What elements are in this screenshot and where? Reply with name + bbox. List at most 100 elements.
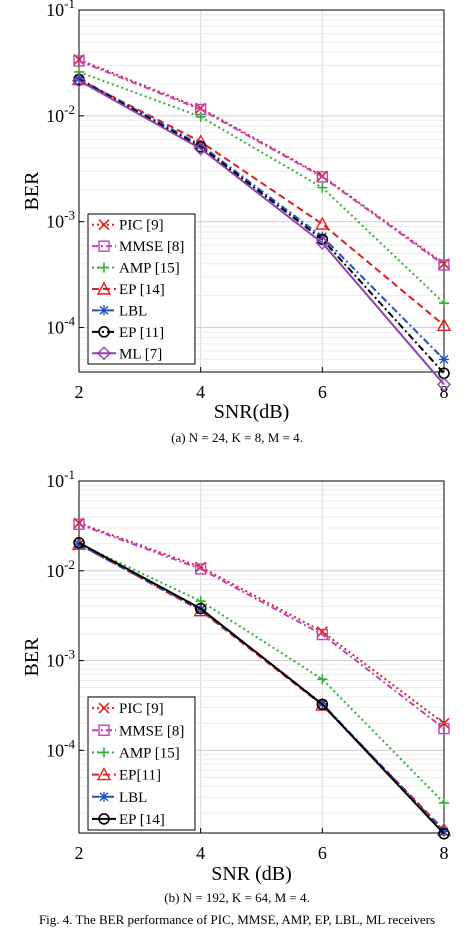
legend-entry: EP [11] bbox=[92, 325, 164, 341]
data-point-marker bbox=[194, 563, 207, 575]
data-point-marker bbox=[438, 259, 450, 271]
legend-entry: LBL bbox=[92, 303, 147, 319]
series-line bbox=[78, 541, 445, 835]
legend-entry: AMP [15] bbox=[92, 261, 180, 277]
y-tick-label: 10-4 bbox=[46, 736, 75, 760]
y-tick-label: 10-4 bbox=[46, 314, 75, 338]
data-point-marker bbox=[317, 182, 328, 193]
y-tick-label: 10-3 bbox=[46, 208, 75, 232]
data-point-marker bbox=[96, 767, 112, 781]
legend-label: EP [14] bbox=[119, 282, 165, 298]
series-line bbox=[78, 70, 445, 304]
x-tick-label: 4 bbox=[196, 843, 205, 863]
data-point-marker bbox=[98, 219, 110, 231]
y-axis-label: BER bbox=[21, 171, 43, 211]
legend-label: EP [14] bbox=[119, 812, 165, 828]
data-point-marker bbox=[439, 354, 449, 365]
data-point-marker bbox=[99, 262, 109, 273]
legend-label: AMP [15] bbox=[119, 261, 180, 277]
series-ml-7- bbox=[72, 73, 451, 392]
data-point-marker bbox=[98, 702, 110, 714]
x-tick-label: 2 bbox=[75, 843, 84, 863]
chart-panel-b: 10-4 10-3 10-2 10-1 2 4 6 8 SNR (dB) BER PIC [9] MM… bbox=[21, 467, 452, 905]
legend-entry: PIC [9] bbox=[92, 701, 164, 717]
svg-text:10-1: 10-1 bbox=[46, 467, 75, 491]
legend-label: MMSE [8] bbox=[119, 723, 184, 739]
x-tick-label: 6 bbox=[318, 382, 327, 402]
data-point-marker bbox=[98, 240, 110, 252]
legend-label: EP [11] bbox=[119, 325, 164, 341]
y-tick-label: 10-2 bbox=[46, 557, 75, 581]
legend-entry: MMSE [8] bbox=[92, 239, 184, 255]
series-line bbox=[78, 542, 445, 804]
panel-caption: (a) N = 24, K = 8, M = 4. bbox=[171, 430, 303, 445]
data-point-marker bbox=[316, 171, 329, 183]
series-mmse-8- bbox=[73, 518, 450, 735]
x-tick-label: 8 bbox=[440, 843, 449, 863]
y-tick-label: 10-1 bbox=[46, 467, 75, 491]
legend-label: PIC [9] bbox=[119, 218, 164, 234]
y-axis-label: BER bbox=[21, 637, 43, 677]
series-line bbox=[78, 78, 445, 327]
data-point-marker bbox=[195, 140, 206, 151]
series-line bbox=[78, 78, 445, 374]
figure-caption-bottom: Fig. 4. The BER performance of PIC, MMSE… bbox=[38, 912, 436, 927]
svg-text:10-2: 10-2 bbox=[46, 102, 75, 126]
axes-frame bbox=[78, 9, 445, 373]
svg-text:10-3: 10-3 bbox=[46, 208, 75, 232]
y-tick-label: 10-3 bbox=[46, 647, 75, 671]
data-point-marker bbox=[438, 722, 450, 735]
data-point-marker bbox=[97, 346, 111, 361]
data-point-marker bbox=[98, 326, 110, 338]
x-tick-label: 8 bbox=[440, 382, 449, 402]
x-tick-label: 6 bbox=[318, 843, 327, 863]
data-point-marker bbox=[316, 626, 328, 638]
data-point-marker bbox=[439, 826, 449, 837]
series-ep-14- bbox=[73, 537, 450, 840]
data-point-marker bbox=[74, 539, 84, 550]
data-point-marker bbox=[72, 73, 86, 88]
data-point-marker bbox=[99, 305, 109, 316]
data-point-marker bbox=[73, 537, 85, 549]
x-tick-label: 4 bbox=[196, 382, 205, 402]
data-point-marker bbox=[316, 698, 329, 711]
data-point-marker bbox=[439, 298, 449, 309]
x-axis-label: SNR (dB) bbox=[211, 863, 292, 885]
data-point-marker bbox=[99, 747, 109, 758]
legend-entry: LBL bbox=[92, 790, 147, 806]
data-point-marker bbox=[73, 55, 85, 67]
data-point-marker bbox=[98, 813, 110, 825]
series-amp-15- bbox=[74, 66, 449, 309]
data-point-marker bbox=[317, 674, 328, 685]
legend: PIC [9] MMSE [8] AMP [15] EP[11] LBL EP [14] bbox=[87, 696, 196, 831]
data-point-marker bbox=[194, 602, 207, 615]
y-tick-label: 10-2 bbox=[46, 102, 75, 126]
data-point-marker bbox=[436, 317, 452, 332]
legend-label: ML [7] bbox=[119, 346, 162, 362]
data-point-marker bbox=[195, 111, 206, 122]
data-point-marker bbox=[193, 141, 208, 156]
data-point-marker bbox=[74, 73, 84, 84]
chart-panel-a: 10-4 10-3 10-2 10-1 2 4 6 8 SNR(dB) BER PIC [9] MMS… bbox=[21, 0, 452, 445]
series-mmse-8- bbox=[73, 55, 450, 271]
data-point-marker bbox=[315, 235, 330, 250]
data-point-marker bbox=[439, 797, 449, 808]
legend-entry: ML [7] bbox=[92, 346, 162, 362]
legend-label: PIC [9] bbox=[119, 701, 164, 717]
data-point-marker bbox=[315, 216, 330, 230]
legend-label: EP[11] bbox=[119, 768, 161, 784]
y-tick-label: 10-1 bbox=[46, 0, 75, 20]
axes-frame bbox=[78, 480, 445, 834]
series-line bbox=[78, 77, 445, 361]
svg-text:10-4: 10-4 bbox=[46, 314, 75, 338]
data-point-marker bbox=[437, 377, 451, 392]
legend-box bbox=[87, 696, 196, 831]
series-line bbox=[78, 523, 445, 730]
svg-text:10-2: 10-2 bbox=[46, 557, 75, 581]
svg-text:10-3: 10-3 bbox=[46, 647, 75, 671]
legend-entry: MMSE [8] bbox=[92, 723, 184, 739]
x-axis-label: SNR(dB) bbox=[214, 401, 290, 423]
legend-label: LBL bbox=[119, 790, 147, 806]
data-point-marker bbox=[438, 827, 450, 840]
